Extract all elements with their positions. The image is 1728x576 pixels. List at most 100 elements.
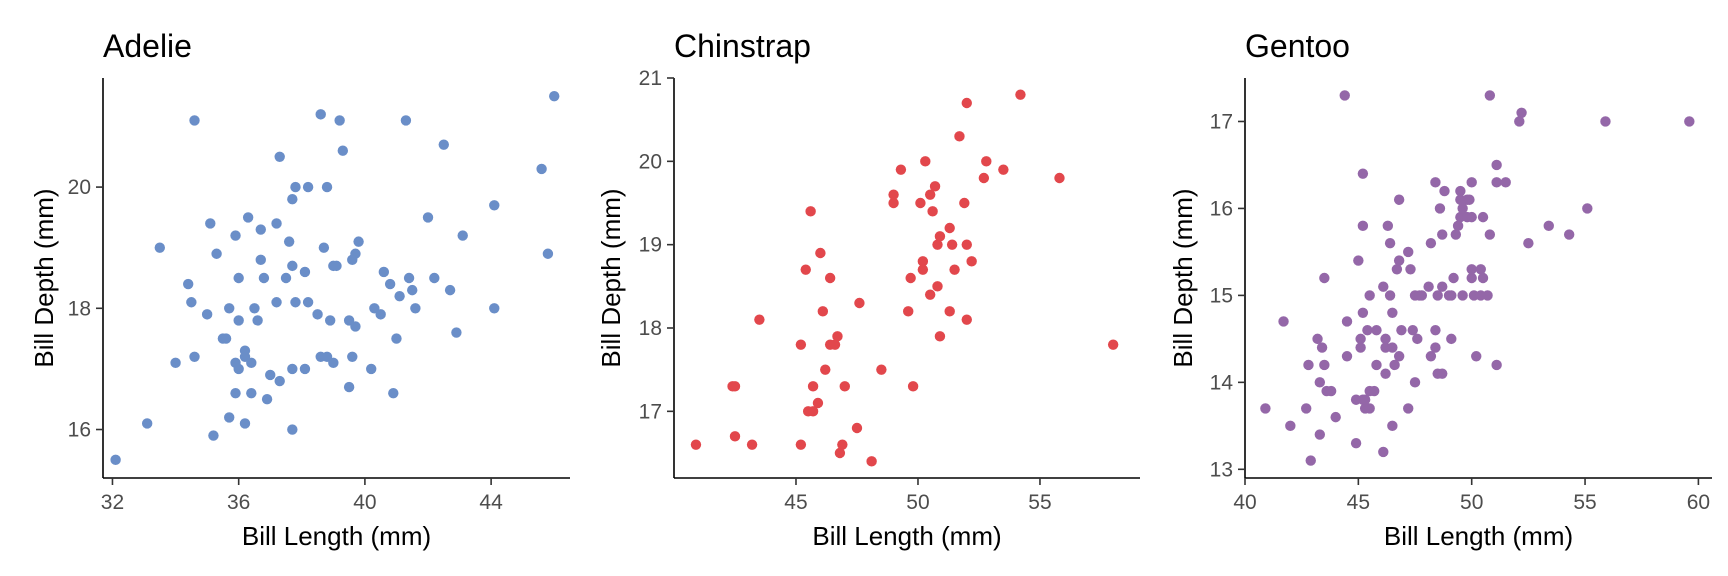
data-point — [283, 236, 295, 247]
data-point — [1382, 220, 1394, 232]
data-point — [274, 375, 285, 387]
data-point — [1475, 264, 1486, 275]
data-point — [1466, 272, 1477, 284]
data-point — [1684, 116, 1695, 127]
data-point — [489, 200, 500, 211]
data-point — [246, 357, 257, 369]
data-point — [1107, 339, 1119, 350]
data-point — [1543, 220, 1554, 232]
data-point — [249, 303, 260, 314]
data-point — [1350, 438, 1362, 449]
data-point — [795, 339, 807, 350]
data-point — [817, 306, 829, 317]
data-point — [888, 189, 899, 200]
data-point — [949, 264, 960, 275]
data-point — [895, 164, 907, 175]
data-point — [422, 212, 434, 223]
data-point — [1434, 203, 1446, 214]
data-point — [1355, 342, 1366, 353]
data-point — [1491, 177, 1502, 188]
data-point — [343, 381, 355, 393]
data-point — [915, 197, 926, 209]
data-point — [265, 369, 276, 381]
data-point — [141, 418, 153, 429]
data-point — [1312, 333, 1323, 345]
chinstrap-points — [690, 89, 1119, 467]
data-point — [1405, 264, 1416, 275]
data-point — [903, 306, 914, 317]
data-point — [1457, 203, 1468, 214]
y-tick-label: 16 — [68, 419, 91, 442]
data-point — [1362, 324, 1373, 336]
y-tick-label: 18 — [68, 297, 91, 320]
data-point — [239, 345, 251, 356]
data-point — [824, 272, 836, 284]
data-point — [394, 290, 405, 302]
data-point — [920, 156, 931, 167]
data-point — [1319, 359, 1330, 371]
data-point — [255, 224, 266, 235]
data-point — [1430, 342, 1441, 353]
data-point — [536, 163, 547, 175]
data-point — [334, 115, 345, 126]
data-point — [866, 456, 877, 467]
data-point — [851, 422, 863, 434]
data-point — [299, 266, 311, 278]
data-point — [1393, 255, 1405, 266]
y-tick-label: 16 — [1210, 197, 1233, 220]
data-point — [1325, 385, 1337, 397]
y-tick-label: 17 — [639, 400, 662, 423]
data-point — [233, 272, 244, 284]
data-point — [795, 439, 807, 450]
data-point — [299, 363, 311, 375]
data-point — [800, 264, 811, 275]
data-point — [729, 381, 741, 392]
data-point — [978, 172, 990, 184]
data-point — [388, 387, 399, 399]
data-point — [944, 222, 955, 234]
data-point — [829, 339, 841, 350]
data-point — [271, 297, 282, 308]
data-point — [201, 309, 213, 320]
data-point — [170, 357, 181, 369]
data-point — [1582, 203, 1593, 214]
data-point — [287, 363, 298, 375]
data-point — [182, 278, 194, 290]
data-point — [1523, 238, 1534, 249]
data-point — [337, 145, 349, 156]
data-point — [1430, 177, 1441, 188]
data-point — [1600, 116, 1611, 127]
x-tick-label: 44 — [479, 491, 503, 514]
x-tick-label: 50 — [1460, 491, 1483, 514]
data-point — [961, 314, 972, 325]
data-point — [1393, 194, 1405, 205]
data-point — [1396, 324, 1407, 336]
data-point — [1015, 89, 1026, 100]
data-point — [1380, 333, 1391, 345]
data-point — [917, 256, 929, 267]
data-point — [258, 272, 270, 284]
data-point — [205, 218, 216, 229]
data-point — [746, 439, 758, 450]
y-tick-label: 20 — [639, 150, 662, 173]
data-point — [321, 181, 333, 193]
x-tick-label: 55 — [1573, 491, 1596, 514]
data-point — [1384, 290, 1396, 301]
data-point — [934, 331, 946, 342]
data-point — [1387, 420, 1398, 432]
data-point — [407, 284, 418, 296]
data-point — [1491, 159, 1502, 171]
data-point — [429, 272, 440, 284]
data-point — [1466, 264, 1477, 275]
data-point — [542, 248, 554, 259]
data-point — [1319, 272, 1330, 284]
data-point — [1407, 324, 1418, 336]
y-tick-label: 14 — [1210, 371, 1234, 394]
x-axis-title: Bill Length (mm) — [242, 521, 431, 551]
data-point — [391, 333, 402, 344]
gentoo-panel: Gentoo 40 45 50 55 60 13 14 15 16 17 Bill Length (m… — [1168, 28, 1712, 551]
data-point — [1484, 229, 1496, 240]
data-point — [1423, 281, 1434, 292]
data-point — [998, 164, 1009, 175]
data-point — [1389, 359, 1400, 371]
